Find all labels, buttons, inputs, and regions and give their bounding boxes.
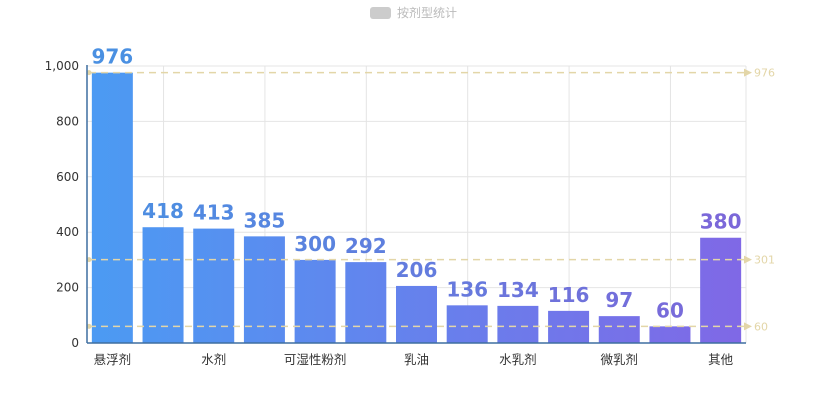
y-tick-label: 1,000 — [45, 59, 79, 73]
legend[interactable]: 按剂型统计 — [370, 5, 457, 20]
bar[interactable] — [446, 305, 488, 343]
bar[interactable] — [396, 285, 437, 343]
reference-arrow — [744, 255, 752, 264]
data-label: 60 — [656, 298, 684, 322]
legend-swatch[interactable] — [370, 7, 391, 19]
data-label: 206 — [396, 258, 438, 282]
data-label: 385 — [244, 208, 286, 232]
data-label: 136 — [446, 277, 488, 301]
data-label: 116 — [548, 283, 590, 307]
bar[interactable] — [142, 227, 184, 343]
bar[interactable] — [345, 262, 387, 343]
axes: 0 200 400 600 800 1,000 悬浮剂 水剂 可湿性粉剂 乳油 水乳剂 微乳剂 其他 — [45, 59, 746, 367]
data-label: 413 — [193, 201, 235, 225]
x-tick-label: 微乳剂 — [601, 352, 639, 367]
data-label: 976 — [91, 45, 133, 69]
reference-lines: 976 301 60 — [86, 67, 775, 333]
reference-label: 301 — [754, 254, 775, 267]
x-tick-label: 水乳剂 — [499, 352, 537, 367]
data-label: 380 — [700, 210, 742, 234]
y-tick-label: 0 — [71, 336, 79, 350]
bar[interactable] — [497, 305, 539, 343]
data-label: 292 — [345, 234, 387, 258]
y-tick-label: 200 — [56, 281, 79, 295]
bar[interactable] — [649, 326, 691, 343]
data-labels: 976 418 413 385 300 292 206 136 134 116 97 60 380 — [91, 45, 741, 323]
x-tick-label: 可湿性粉剂 — [284, 352, 347, 367]
data-label: 134 — [497, 278, 539, 302]
reference-label: 976 — [754, 67, 775, 80]
reference-label: 60 — [754, 320, 768, 333]
y-tick-label: 600 — [56, 170, 79, 184]
x-tick-label: 水剂 — [201, 352, 226, 367]
bar[interactable] — [243, 236, 285, 343]
x-tick-label: 其他 — [708, 352, 734, 367]
legend-label[interactable]: 按剂型统计 — [397, 5, 457, 20]
y-tick-label: 400 — [56, 225, 79, 239]
bar[interactable] — [294, 259, 336, 343]
bar[interactable] — [91, 72, 133, 343]
data-label: 97 — [605, 288, 633, 312]
bars — [91, 72, 742, 343]
reference-arrow — [744, 68, 752, 77]
y-tick-label: 800 — [56, 114, 79, 128]
data-label: 418 — [142, 199, 184, 223]
x-tick-label: 乳油 — [404, 352, 429, 367]
data-label: 300 — [294, 232, 336, 256]
bar[interactable] — [700, 237, 742, 343]
x-tick-label: 悬浮剂 — [94, 352, 132, 367]
bar[interactable] — [598, 316, 640, 343]
reference-arrow — [744, 322, 752, 331]
bar[interactable] — [193, 228, 235, 343]
